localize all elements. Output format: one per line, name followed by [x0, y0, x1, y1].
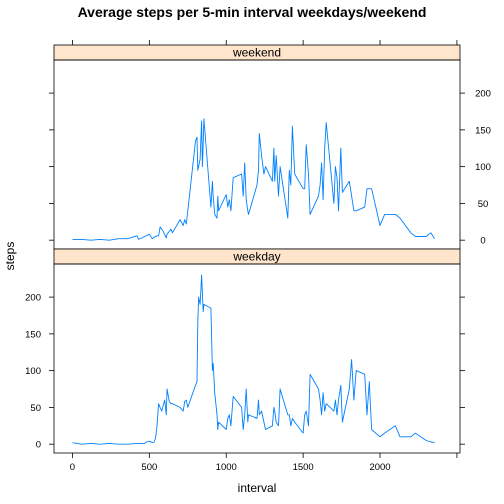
- y-tick-label-weekend: 200: [475, 89, 491, 100]
- y-axis-label: steps: [3, 242, 17, 271]
- x-tick-label: 1500: [293, 462, 314, 473]
- y-tick-label-weekday: 150: [25, 329, 41, 340]
- x-tick-label: 500: [141, 462, 157, 473]
- y-tick-label-weekend: 0: [480, 236, 485, 247]
- y-tick-label-weekday: 200: [25, 293, 41, 304]
- y-tick-label-weekday: 50: [30, 403, 41, 414]
- x-axis-label: interval: [238, 481, 277, 495]
- series-line-weekend: [72, 118, 435, 241]
- x-tick-label: 0: [70, 462, 75, 473]
- y-tick-label-weekend: 50: [478, 199, 489, 210]
- strip-label-weekend: weekend: [232, 46, 281, 60]
- y-tick-label-weekday: 0: [36, 440, 41, 451]
- panel-frame-weekend: [53, 59, 461, 250]
- strip-label-weekday: weekday: [232, 250, 280, 264]
- x-tick-label: 1000: [216, 462, 237, 473]
- x-tick-label: 2000: [369, 462, 390, 473]
- chart-title: Average steps per 5-min interval weekday…: [78, 4, 427, 20]
- series-line-weekday: [72, 274, 435, 445]
- y-tick-label-weekend: 150: [475, 125, 491, 136]
- y-tick-label-weekend: 100: [475, 162, 491, 173]
- y-tick-label-weekday: 100: [25, 366, 41, 377]
- panel-frame-weekday: [53, 263, 461, 454]
